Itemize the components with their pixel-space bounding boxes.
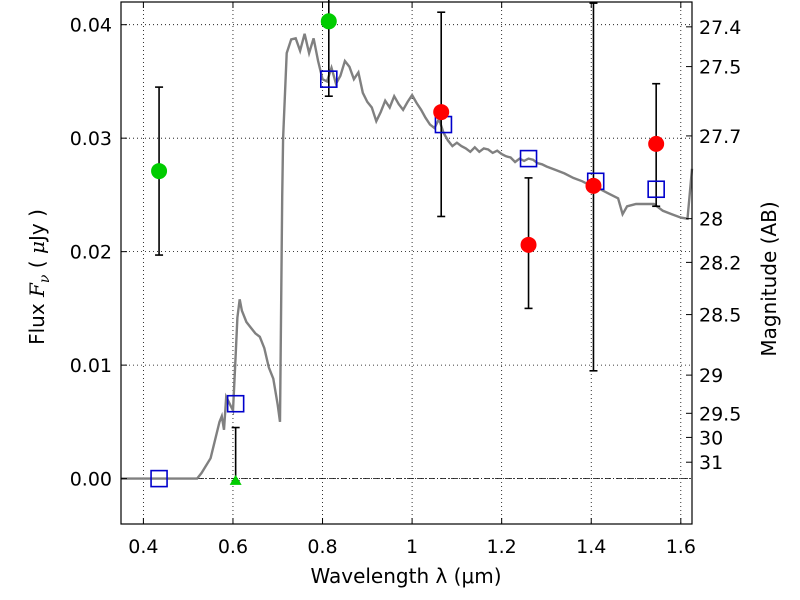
model-band-square	[319, 70, 338, 88]
x-tick-label: 0.8	[307, 536, 337, 558]
x-tick-label: 0.6	[218, 536, 248, 558]
x-tick-label: 1	[406, 536, 418, 558]
magnitude-tick-label: 30	[699, 427, 723, 449]
green-point	[320, 13, 337, 30]
model-band-square	[647, 180, 665, 199]
x-tick-label: 0.4	[128, 536, 158, 558]
magnitude-tick-label: 29.5	[699, 403, 741, 425]
magnitude-tick-label: 29	[699, 365, 723, 387]
model-band-square	[150, 469, 168, 488]
non-detection-triangle	[229, 474, 242, 485]
observed-point	[648, 135, 665, 152]
magnitude-tick-label: 27.7	[699, 126, 741, 148]
magnitude-tick-label: 28	[699, 209, 723, 231]
magnitude-axis-label: Magnitude (AB)	[757, 201, 781, 356]
x-tick-label: 1.2	[487, 536, 517, 558]
plot-frame	[120, 1, 693, 525]
green-point	[151, 163, 168, 180]
y-tick-label: 0.02	[70, 242, 112, 264]
observed-point	[585, 177, 602, 194]
model-band-square	[519, 149, 538, 168]
y-tick-label: 0.00	[70, 469, 112, 491]
x-tick-label: 1.4	[576, 536, 606, 558]
grid-lines	[121, 2, 692, 524]
model-spectrum-line	[121, 33, 694, 480]
axis-ticks: 0.4 0.6 0.8 1 1.2 1.4 1.6 0.00 0.01 0.02 0.03 0.04 2…	[70, 2, 741, 558]
y-axis-label: Flux Fν ( μJy )	[25, 209, 53, 345]
x-axis-label: Wavelength λ (μm)	[310, 564, 501, 588]
observed-point	[520, 236, 537, 253]
x-tick-label: 1.6	[666, 536, 696, 558]
observed-point	[433, 104, 450, 121]
magnitude-tick-label: 27.4	[699, 17, 741, 39]
y-tick-label: 0.03	[70, 128, 112, 150]
data-markers	[150, 13, 665, 488]
magnitude-tick-label: 28.2	[699, 252, 741, 274]
magnitude-tick-label: 31	[699, 452, 723, 474]
magnitude-tick-label: 27.5	[699, 57, 741, 79]
magnitude-tick-label: 28.5	[699, 305, 741, 327]
y-tick-label: 0.01	[70, 355, 112, 377]
model-band-square	[226, 394, 245, 413]
y-tick-label: 0.04	[70, 15, 112, 37]
